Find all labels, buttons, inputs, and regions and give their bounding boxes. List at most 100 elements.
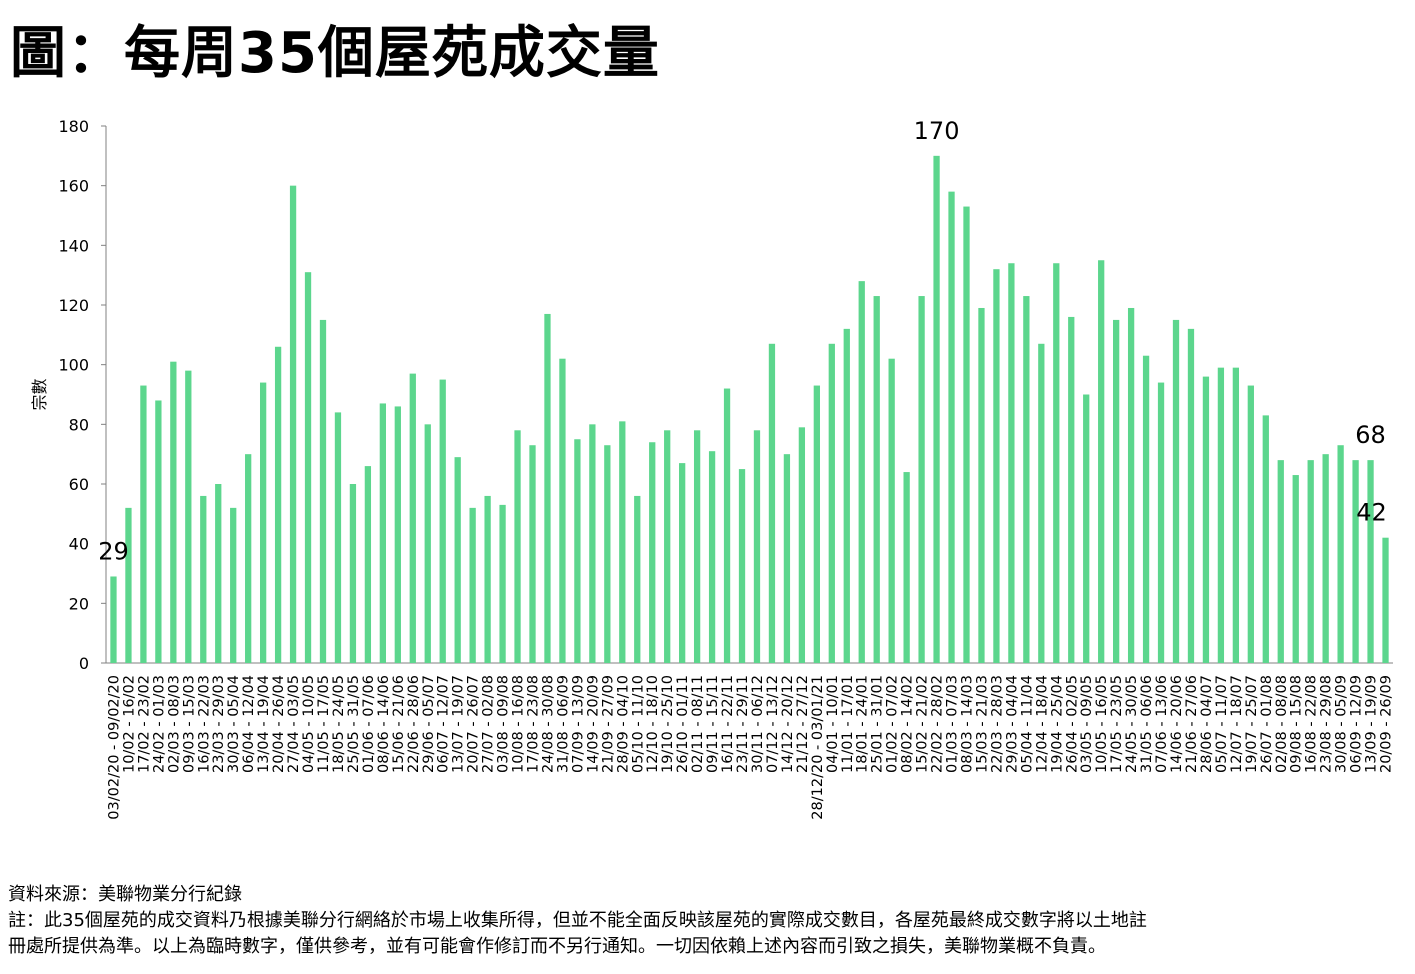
x-tick-label: 17/02 - 23/02 [136, 675, 152, 773]
bar [484, 495, 491, 663]
x-tick-label: 19/04 - 25/04 [1049, 675, 1065, 773]
x-tick-label: 21/09 - 27/09 [600, 675, 616, 773]
x-tick-label: 16/11 - 22/11 [720, 675, 736, 773]
data-label: 42 [1356, 499, 1387, 527]
bar [918, 296, 925, 663]
x-tick-label: 16/03 - 22/03 [196, 675, 212, 773]
x-tick-label: 19/07 - 25/07 [1244, 675, 1260, 773]
bar [649, 442, 656, 663]
bar [828, 343, 835, 663]
bar [529, 445, 536, 663]
x-tick-label: 13/07 - 19/07 [451, 675, 467, 773]
x-tick-label: 23/11 - 29/11 [735, 675, 751, 773]
bar [319, 319, 327, 663]
bar [230, 507, 237, 663]
bar [1352, 460, 1359, 663]
bar [858, 281, 865, 663]
x-tick-label: 28/06 - 04/07 [1199, 675, 1215, 773]
bar [170, 361, 177, 663]
x-tick-label: 17/05 - 23/05 [1109, 675, 1125, 773]
x-tick-label: 02/11 - 08/11 [690, 675, 706, 773]
bar [993, 269, 1000, 663]
x-tick-label: 12/07 - 18/07 [1229, 675, 1245, 773]
bar [364, 466, 372, 663]
x-tick-label: 20/07 - 26/07 [466, 675, 482, 773]
x-tick-label: 12/04 - 18/04 [1034, 675, 1050, 773]
x-tick-label: 08/06 - 14/06 [376, 675, 392, 773]
x-tick-label: 03/02/20 - 09/02/20 [106, 675, 122, 820]
bar [514, 430, 521, 663]
bar [424, 424, 431, 663]
x-tick-label: 15/02 - 21/02 [915, 675, 931, 773]
x-tick-label: 25/05 - 31/05 [346, 675, 362, 773]
x-tick-label: 01/02 - 07/02 [885, 675, 901, 773]
bar [963, 206, 970, 664]
x-tick-label: 17/08 - 23/08 [526, 675, 542, 773]
bar [693, 430, 701, 663]
bar [215, 484, 222, 663]
x-tick-label: 22/02 - 28/02 [930, 675, 946, 773]
data-annotations: 29 170 68 42 [98, 117, 1387, 566]
x-tick-label: 07/12 - 13/12 [765, 675, 781, 773]
x-tick-label: 09/08 - 15/08 [1289, 675, 1305, 773]
data-label: 29 [98, 537, 129, 565]
bar [544, 313, 551, 663]
x-tick-label: 10/02 - 16/02 [121, 675, 137, 773]
bar [245, 454, 252, 663]
bar [1083, 394, 1090, 663]
bar [679, 463, 686, 663]
x-tick-label: 18/01 - 24/01 [855, 675, 871, 773]
bar [110, 576, 117, 663]
x-tick-label: 23/03 - 29/03 [211, 675, 227, 773]
bar [978, 307, 985, 663]
bar [1247, 385, 1254, 663]
bar [873, 296, 880, 663]
y-tick-labels: 0 20 40 60 80 100 120 140 160 180 [58, 117, 89, 673]
bar [200, 495, 207, 663]
bar [1367, 460, 1374, 663]
bar [125, 507, 132, 663]
x-tick-label: 30/11 - 06/12 [750, 675, 766, 773]
x-tick-label: 24/08 - 30/08 [540, 675, 556, 773]
x-tick-label: 14/06 - 20/06 [1169, 675, 1185, 773]
bar [1053, 263, 1060, 663]
bar [1023, 296, 1030, 663]
bar [140, 385, 147, 663]
bar [768, 343, 776, 663]
x-tick-label: 05/07 - 11/07 [1214, 675, 1230, 773]
x-tick-label: 30/08 - 05/09 [1334, 675, 1350, 773]
bar [589, 424, 596, 663]
x-tick-label: 28/12/20 - 03/01/21 [810, 675, 826, 820]
bar [274, 346, 282, 663]
x-tick-label: 18/05 - 24/05 [331, 675, 347, 773]
x-tick-label: 03/05 - 09/05 [1079, 675, 1095, 773]
x-tick-label: 04/05 - 10/05 [301, 675, 317, 773]
y-tick-label: 160 [58, 177, 89, 196]
y-tick-label: 80 [69, 415, 89, 434]
x-tick-label: 12/10 - 18/10 [645, 675, 661, 773]
x-tick-label: 01/03 - 07/03 [945, 675, 961, 773]
x-tick-label: 20/04 - 26/04 [271, 675, 287, 773]
bar [1232, 367, 1240, 663]
bar [1277, 460, 1284, 663]
bar [259, 382, 267, 663]
bar [634, 495, 641, 663]
x-tick-label: 10/05 - 16/05 [1094, 675, 1110, 773]
bar [1202, 376, 1210, 663]
bar [334, 412, 342, 663]
bar [1113, 319, 1120, 663]
bar [1262, 415, 1269, 663]
bar [394, 406, 401, 663]
bar [933, 155, 940, 664]
bar [289, 185, 297, 663]
disclaimer-line-2: 冊處所提供為準。以上為臨時數字，僅供參考，並有可能會作修訂而不另行通知。一切因依… [8, 936, 1106, 957]
bar [185, 370, 192, 663]
x-tick-label: 22/06 - 28/06 [406, 675, 422, 773]
bar [1217, 367, 1225, 663]
x-tick-label: 31/08 - 06/09 [555, 675, 571, 773]
x-tick-label: 13/09 - 19/09 [1364, 675, 1380, 773]
bar [903, 472, 910, 663]
bar [1142, 355, 1150, 663]
